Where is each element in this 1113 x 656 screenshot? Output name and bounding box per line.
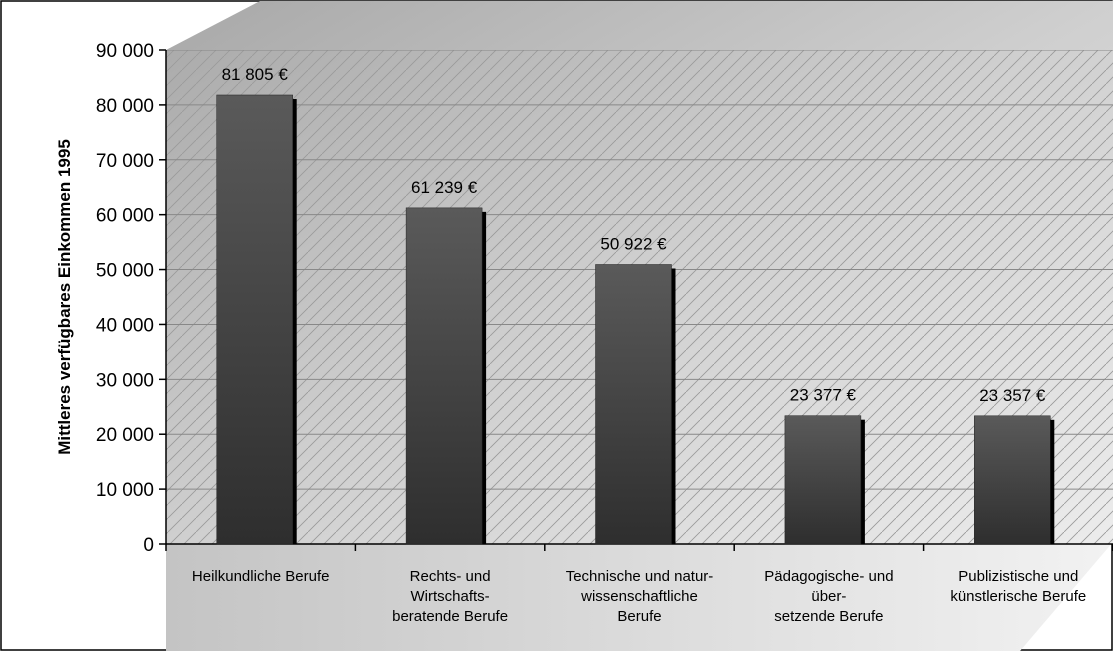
x-category-label: Publizistische und künstlerische Berufe (950, 568, 1086, 605)
bar (974, 415, 1051, 545)
x-category-label: Technische und natur-wissenschaftliche Be… (566, 568, 714, 625)
y-tick-label: 70 000 (96, 151, 154, 172)
bar (784, 415, 862, 545)
y-tick-label: 30 000 (96, 370, 154, 391)
y-tick-label: 0 (143, 535, 154, 556)
bar-value-label: 61 239 € (411, 178, 478, 197)
bar (405, 207, 483, 545)
x-category-label: Pädagogische- und über-setzende Berufe (764, 568, 893, 625)
bar-value-label: 50 922 € (600, 234, 667, 253)
y-tick-label: 50 000 (96, 261, 154, 282)
bar-value-label: 23 357 € (979, 386, 1046, 405)
bar-value-label: 81 805 € (222, 65, 289, 84)
y-tick-label: 40 000 (96, 315, 154, 336)
floor (166, 542, 1113, 651)
bar (216, 94, 293, 545)
x-category-label: Rechts- und Wirtschafts-beratende Berufe (392, 568, 508, 625)
y-tick-label: 60 000 (96, 206, 154, 227)
bar-value-label: 23 377 € (790, 386, 857, 405)
bar (595, 264, 672, 545)
y-tick-label: 10 000 (96, 480, 154, 501)
y-tick-label: 90 000 (96, 41, 154, 62)
y-axis-label: Mittleres verfügbares Einkommen 1995 (55, 139, 74, 455)
x-category-label: Heilkundliche Berufe (192, 568, 330, 585)
y-tick-label: 20 000 (96, 425, 154, 446)
y-tick-label: 80 000 (96, 96, 154, 117)
